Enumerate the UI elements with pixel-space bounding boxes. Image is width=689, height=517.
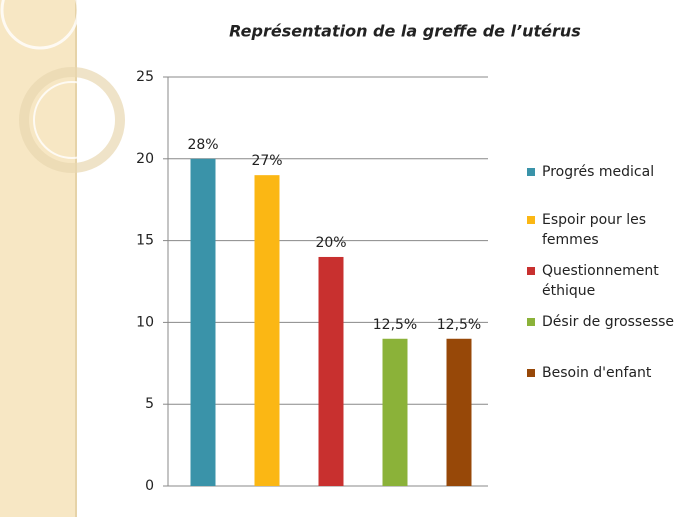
y-tick-label: 5 bbox=[145, 396, 154, 412]
bar bbox=[446, 338, 472, 486]
bar bbox=[254, 175, 280, 486]
y-tick-label: 0 bbox=[145, 478, 154, 494]
legend-label: Besoin d'enfant bbox=[542, 365, 652, 381]
y-tick-label: 25 bbox=[136, 69, 154, 85]
legend-entry: Désir de grossesse bbox=[527, 312, 687, 332]
value-label: 28% bbox=[187, 137, 218, 153]
y-tick-label: 20 bbox=[136, 151, 154, 167]
value-label: 12,5% bbox=[373, 317, 417, 333]
legend-entry: Espoir pour les femmes bbox=[527, 210, 687, 250]
legend-swatch bbox=[527, 168, 535, 176]
legend-swatch bbox=[527, 369, 535, 377]
decor-circle bbox=[0, 0, 80, 50]
legend-label: Désir de grossesse bbox=[542, 314, 675, 330]
chart-title: Représentation de la greffe de l’utérus bbox=[229, 22, 581, 41]
value-label: 27% bbox=[251, 153, 282, 169]
legend-label: Espoir pour les femmes bbox=[542, 212, 647, 248]
legend-swatch bbox=[527, 267, 535, 275]
y-tick-label: 10 bbox=[136, 314, 154, 330]
value-label: 20% bbox=[315, 235, 346, 251]
legend-label: Questionnement éthique bbox=[542, 263, 659, 299]
bar bbox=[318, 256, 344, 486]
legend-label: Progrés medical bbox=[542, 164, 655, 180]
legend-entry: Besoin d'enfant bbox=[527, 363, 687, 383]
legend-swatch bbox=[527, 216, 535, 224]
decor-circle bbox=[19, 67, 125, 173]
bar bbox=[190, 158, 216, 487]
legend-swatch bbox=[527, 318, 535, 326]
legend-entry: Questionnement éthique bbox=[527, 261, 687, 301]
value-label: 12,5% bbox=[437, 317, 481, 333]
decor-circle bbox=[33, 81, 111, 159]
bar bbox=[382, 338, 408, 486]
y-tick-label: 15 bbox=[136, 233, 154, 249]
legend-entry: Progrés medical bbox=[527, 162, 687, 182]
